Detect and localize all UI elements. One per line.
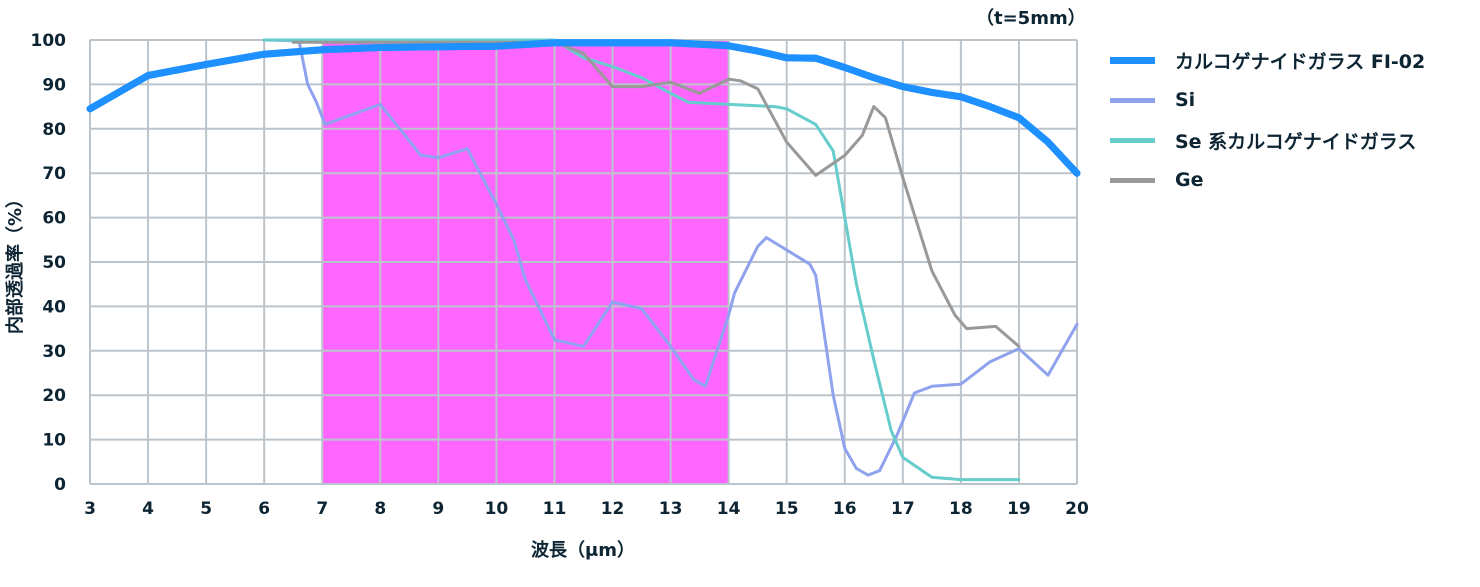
thickness-note: （t=5mm） — [976, 8, 1086, 29]
y-tick-label: 80 — [42, 120, 66, 140]
x-tick-label: 7 — [316, 499, 328, 519]
series-line-3 — [291, 40, 1021, 348]
legend-label: カルコゲナイドガラス FI-02 — [1175, 50, 1426, 73]
x-tick-label: 5 — [200, 499, 212, 519]
y-tick-label: 20 — [42, 386, 66, 406]
x-tick-label: 19 — [1007, 499, 1031, 519]
x-tick-label: 10 — [485, 499, 509, 519]
series-line-2 — [262, 38, 1021, 482]
x-tick-label: 16 — [833, 499, 857, 519]
y-tick-label: 50 — [42, 253, 66, 273]
legend-swatch-ge — [1110, 177, 1155, 183]
y-tick-label: 90 — [42, 75, 66, 95]
x-tick-label: 15 — [775, 499, 799, 519]
y-tick-label: 100 — [31, 31, 67, 51]
x-tick-label: 8 — [374, 499, 386, 519]
legend-swatch-fi02 — [1110, 56, 1155, 64]
y-axis-title: 内部透過率（%） — [4, 190, 26, 334]
legend-swatch-se — [1110, 137, 1155, 143]
series-line-fi02-top — [86, 39, 1081, 177]
x-tick-label: 14 — [717, 499, 741, 519]
legend-label: Se 系カルコゲナイドガラス — [1175, 130, 1417, 153]
y-tick-label: 70 — [42, 164, 66, 184]
series-line-1 — [262, 38, 1079, 477]
legend-label: Si — [1175, 89, 1196, 111]
x-tick-label: 9 — [432, 499, 444, 519]
legend-item-fi02: カルコゲナイドガラス FI-02 — [1110, 40, 1425, 80]
x-tick-label: 20 — [1065, 499, 1089, 519]
x-tick-label: 11 — [543, 499, 567, 519]
legend: カルコゲナイドガラス FI-02 Si Se 系カルコゲナイドガラス Ge — [1110, 40, 1425, 200]
x-tick-label: 4 — [142, 499, 154, 519]
legend-item-si: Si — [1110, 80, 1425, 120]
x-tick-label: 18 — [949, 499, 973, 519]
y-tick-label: 10 — [42, 431, 66, 451]
legend-item-se: Se 系カルコゲナイドガラス — [1110, 120, 1425, 160]
tick-labels: 3 4 5 6 7 8 9 10 11 12 13 14 15 16 17 18 19 20 0 10 20 30 40 50… — [31, 31, 1089, 519]
legend-item-ge: Ge — [1110, 160, 1425, 200]
x-tick-label: 13 — [659, 499, 683, 519]
y-tick-label: 30 — [42, 342, 66, 362]
x-tick-label: 12 — [601, 499, 625, 519]
x-tick-label: 6 — [258, 499, 270, 519]
x-tick-label: 3 — [84, 499, 96, 519]
x-tick-label: 17 — [891, 499, 915, 519]
y-tick-label: 40 — [42, 297, 66, 317]
y-tick-label: 60 — [42, 209, 66, 229]
legend-label: Ge — [1175, 169, 1204, 191]
grid — [89, 39, 1078, 485]
legend-swatch-si — [1110, 97, 1155, 103]
y-tick-label: 0 — [54, 475, 66, 495]
x-axis-title: 波長（μm） — [531, 539, 635, 561]
